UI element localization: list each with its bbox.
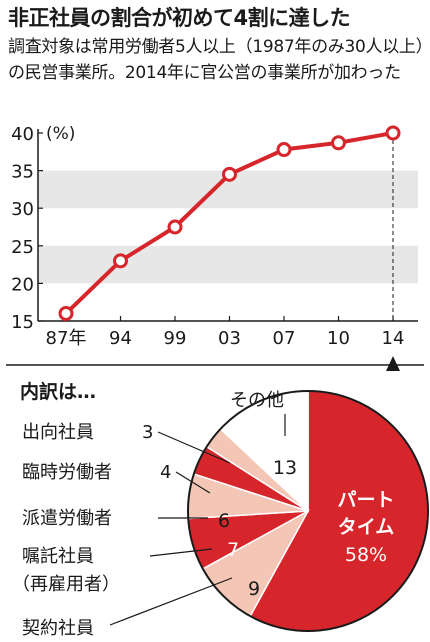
leader-shokutaku bbox=[149, 548, 213, 557]
y-tick-label: 35 bbox=[11, 162, 34, 183]
leader-rinji bbox=[175, 471, 211, 494]
data-point bbox=[58, 305, 74, 321]
label-other: その他 bbox=[230, 390, 284, 411]
x-tick-label: 99 bbox=[164, 328, 187, 349]
slice-value-contract: 9 bbox=[248, 578, 260, 600]
y-unit-label: (%) bbox=[46, 124, 75, 144]
x-tick-label: 07 bbox=[273, 328, 296, 349]
label-contract: 契約社員 bbox=[22, 618, 94, 639]
value-shukkou: 3 bbox=[142, 422, 153, 443]
y-tick-label: 15 bbox=[11, 312, 34, 333]
slice-value-shokutaku: 7 bbox=[227, 539, 239, 561]
survey-note: 調査対象は常用労働者5人以上（1987年のみ30人以上）の民営事業所。2014年… bbox=[8, 37, 424, 83]
label-rinji: 臨時労働者 bbox=[22, 462, 112, 483]
slice-label-parttime-2: タイム bbox=[338, 516, 395, 538]
y-tick-label: 40 bbox=[11, 124, 34, 145]
label-shukkou: 出向社員 bbox=[22, 422, 94, 443]
data-point bbox=[331, 135, 346, 151]
slice-value-other: 13 bbox=[273, 457, 297, 479]
grid-band bbox=[38, 245, 418, 284]
label-shokutaku-sub: （再雇用者） bbox=[12, 574, 120, 595]
slice-value-haken: 6 bbox=[218, 510, 230, 532]
x-tick-label: 94 bbox=[109, 328, 132, 349]
series-line bbox=[64, 131, 394, 315]
y-tick-label: 20 bbox=[11, 274, 34, 295]
y-tick-label: 30 bbox=[11, 199, 34, 220]
pie-title: 内訳は… bbox=[20, 380, 96, 403]
data-point bbox=[222, 166, 237, 182]
slice-label-parttime-1: パート bbox=[337, 489, 394, 511]
page-title: 非正社員の割合が初めて4割に達した bbox=[8, 6, 351, 30]
slice-value-parttime: 58% bbox=[345, 544, 387, 566]
data-point bbox=[385, 125, 401, 141]
value-rinji: 4 bbox=[160, 462, 171, 483]
leader-contract bbox=[109, 577, 233, 626]
x-tick-label: 87年 bbox=[46, 328, 87, 349]
x-tick-label: 14 bbox=[382, 328, 405, 349]
leader-shukkou bbox=[157, 431, 231, 464]
highlight-marker bbox=[386, 356, 400, 371]
label-shokutaku: 嘱託社員 bbox=[22, 546, 94, 567]
data-point bbox=[167, 219, 183, 235]
data-point bbox=[113, 253, 128, 269]
x-tick-label: 03 bbox=[218, 328, 241, 349]
label-haken: 派遣労働者 bbox=[22, 508, 112, 529]
pie-outline bbox=[187, 390, 429, 632]
x-tick-label: 10 bbox=[327, 328, 350, 349]
y-tick-label: 25 bbox=[11, 237, 34, 258]
data-point bbox=[276, 142, 292, 158]
